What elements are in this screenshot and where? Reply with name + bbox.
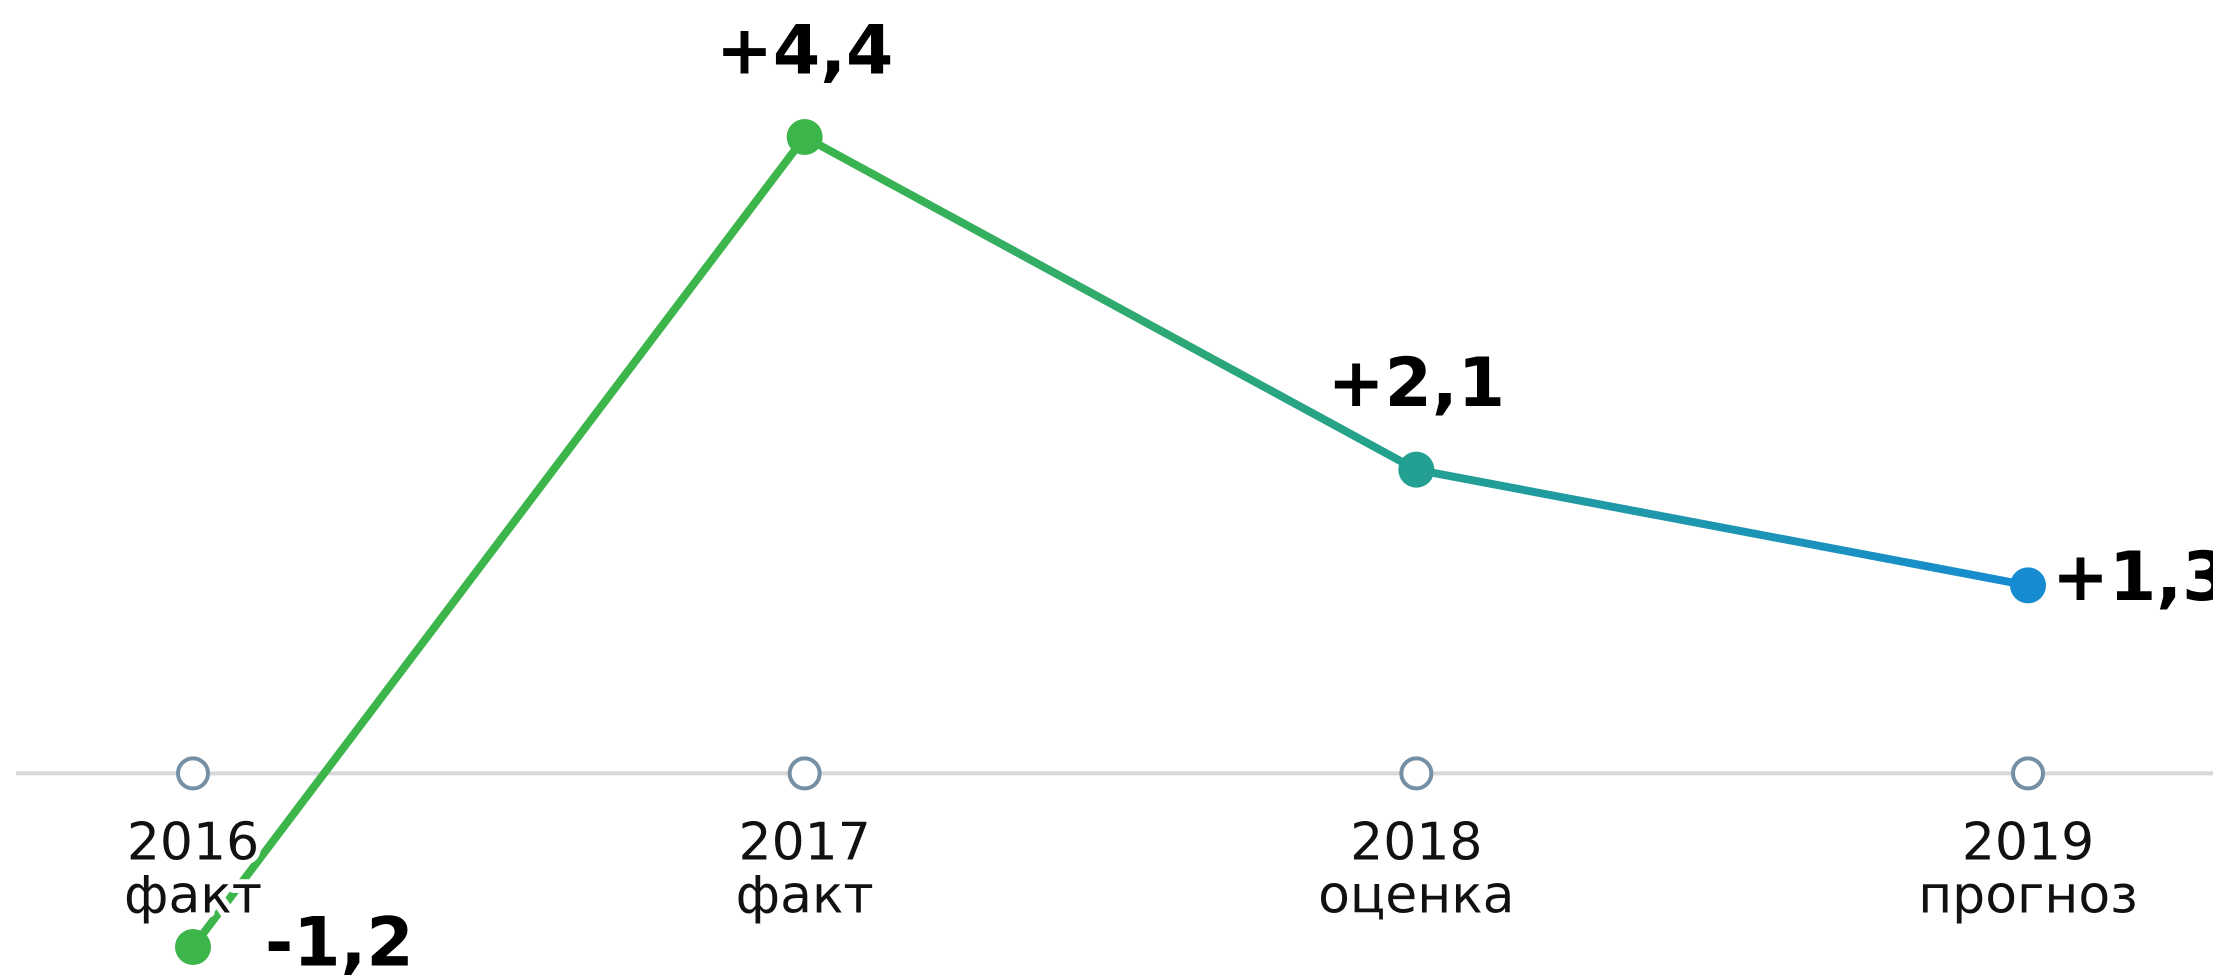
line xyxy=(189,133,2029,950)
point xyxy=(786,119,823,155)
category-marker xyxy=(2011,756,2045,791)
x-tick-label: 2018 xyxy=(1350,812,1482,872)
value-label: +4,4 xyxy=(716,12,893,91)
category-marker xyxy=(1399,756,1434,791)
category-marker xyxy=(787,756,822,791)
category-marker xyxy=(176,756,210,791)
x-tick-label: факт xyxy=(736,865,874,925)
x-tick-label: 2016 xyxy=(127,812,259,872)
value-label: +2,1 xyxy=(1328,344,1505,423)
x-tick-label: факт xyxy=(124,865,262,925)
x-tick-label: оценка xyxy=(1318,865,1514,925)
x-tick-label: 2019 xyxy=(1962,812,2094,872)
x-tick-label: 2017 xyxy=(738,812,870,872)
x-tick-label: прогноз xyxy=(1918,865,2138,925)
point xyxy=(1398,451,1435,488)
value-label: -1,2 xyxy=(265,904,414,977)
point xyxy=(175,929,211,965)
point xyxy=(2010,567,2046,604)
value-label: +1,3 xyxy=(2052,538,2213,617)
